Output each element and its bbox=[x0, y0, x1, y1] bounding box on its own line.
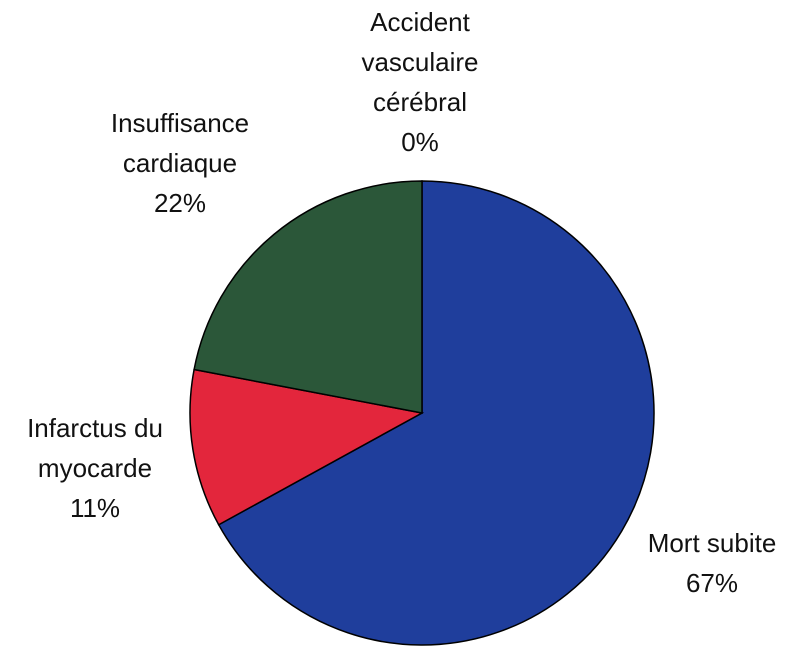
category-label: Accident vasculaire cérébral bbox=[361, 7, 479, 117]
category-label: Mort subite bbox=[647, 528, 777, 558]
pie-slice bbox=[193, 180, 423, 414]
category-label: Insuffisance cardiaque bbox=[110, 108, 250, 178]
pie-slice bbox=[189, 368, 425, 526]
slice-label: Mort subite 67% bbox=[612, 523, 796, 603]
slice-label: Infarctus du myocarde 11% bbox=[0, 408, 190, 528]
slice-label: Insuffisance cardiaque 22% bbox=[85, 103, 275, 223]
category-label: Infarctus du myocarde bbox=[27, 413, 163, 483]
value-label: 67% bbox=[685, 568, 739, 598]
value-label: 0% bbox=[401, 127, 439, 157]
pie-slice bbox=[217, 180, 655, 646]
slice-label: Accident vasculaire cérébral 0% bbox=[345, 2, 495, 162]
value-label: 11% bbox=[69, 493, 121, 523]
value-label: 22% bbox=[153, 188, 207, 218]
